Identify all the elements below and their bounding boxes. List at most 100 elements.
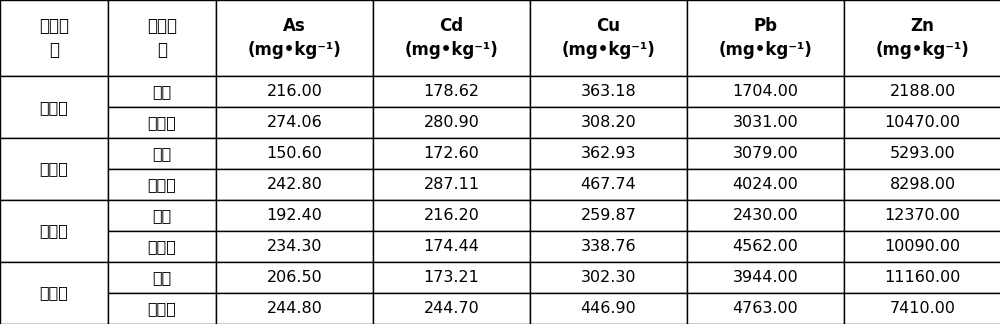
Text: 362.93: 362.93 [581,146,636,161]
Bar [108,262,216,293]
Bar [844,200,1000,231]
Bar [687,200,844,231]
Bar [373,0,530,76]
Bar [844,169,1000,200]
Bar [373,169,530,200]
Text: 11160.00: 11160.00 [884,270,961,285]
Text: Pb
(mg•kg⁻¹): Pb (mg•kg⁻¹) [719,17,812,59]
Text: 178.62: 178.62 [424,84,480,99]
Text: 259.87: 259.87 [581,208,636,223]
Text: 根部: 根部 [152,146,172,161]
Bar [530,107,687,138]
Bar [373,107,530,138]
Text: 274.06: 274.06 [267,115,322,130]
Bar [373,262,530,293]
Text: 446.90: 446.90 [581,301,636,316]
Text: 173.21: 173.21 [424,270,479,285]
Bar [216,76,373,107]
Text: 10470.00: 10470.00 [884,115,961,130]
Text: 3944.00: 3944.00 [733,270,798,285]
Bar [687,138,844,169]
Bar [0,76,108,138]
Text: 根部: 根部 [152,208,172,223]
Text: 206.50: 206.50 [267,270,322,285]
Text: 150.60: 150.60 [267,146,322,161]
Bar [530,169,687,200]
Bar [530,231,687,262]
Text: 第三期: 第三期 [40,224,68,238]
Text: 4024.00: 4024.00 [733,177,798,192]
Bar [687,231,844,262]
Text: 244.80: 244.80 [267,301,322,316]
Text: 174.44: 174.44 [424,239,479,254]
Text: 172.60: 172.60 [424,146,479,161]
Bar [108,293,216,324]
Bar [687,107,844,138]
Bar [844,0,1000,76]
Text: 地上部: 地上部 [148,115,176,130]
Text: 234.30: 234.30 [267,239,322,254]
Text: 216.20: 216.20 [424,208,479,223]
Bar [0,138,108,200]
Bar [0,200,108,262]
Bar [844,293,1000,324]
Text: 第一期: 第一期 [40,99,68,115]
Text: 467.74: 467.74 [581,177,636,192]
Bar [530,0,687,76]
Bar [687,262,844,293]
Text: 308.20: 308.20 [581,115,636,130]
Bar [108,0,216,76]
Text: 12370.00: 12370.00 [885,208,961,223]
Bar [687,293,844,324]
Bar [216,138,373,169]
Text: 242.80: 242.80 [267,177,322,192]
Text: 280.90: 280.90 [424,115,479,130]
Bar [108,231,216,262]
Text: 第二期: 第二期 [40,162,68,177]
Bar [844,262,1000,293]
Text: 4562.00: 4562.00 [733,239,798,254]
Bar [108,169,216,200]
Bar [216,200,373,231]
Text: 3031.00: 3031.00 [733,115,798,130]
Text: 5293.00: 5293.00 [890,146,955,161]
Bar [687,169,844,200]
Text: 样品类
型: 样品类 型 [147,17,177,59]
Text: 244.70: 244.70 [424,301,479,316]
Bar [0,262,108,324]
Bar [373,231,530,262]
Text: 样品编
号: 样品编 号 [39,17,69,59]
Bar [530,138,687,169]
Text: 根部: 根部 [152,84,172,99]
Bar [108,200,216,231]
Text: 3079.00: 3079.00 [733,146,798,161]
Bar [216,169,373,200]
Text: 地上部: 地上部 [148,239,176,254]
Text: 2430.00: 2430.00 [733,208,798,223]
Text: 287.11: 287.11 [423,177,480,192]
Text: 8298.00: 8298.00 [889,177,956,192]
Text: 2188.00: 2188.00 [889,84,956,99]
Text: 302.30: 302.30 [581,270,636,285]
Bar [108,107,216,138]
Bar [530,76,687,107]
Text: 4763.00: 4763.00 [733,301,798,316]
Bar [687,76,844,107]
Bar [530,293,687,324]
Text: 第四期: 第四期 [40,285,68,301]
Bar [844,107,1000,138]
Text: 7410.00: 7410.00 [890,301,956,316]
Bar [373,76,530,107]
Text: 363.18: 363.18 [581,84,636,99]
Bar [108,76,216,107]
Bar [687,0,844,76]
Text: 1704.00: 1704.00 [733,84,799,99]
Bar [216,107,373,138]
Bar [844,138,1000,169]
Text: 根部: 根部 [152,270,172,285]
Bar [373,200,530,231]
Text: 地上部: 地上部 [148,301,176,316]
Bar [373,138,530,169]
Text: Zn
(mg•kg⁻¹): Zn (mg•kg⁻¹) [876,17,969,59]
Bar [216,231,373,262]
